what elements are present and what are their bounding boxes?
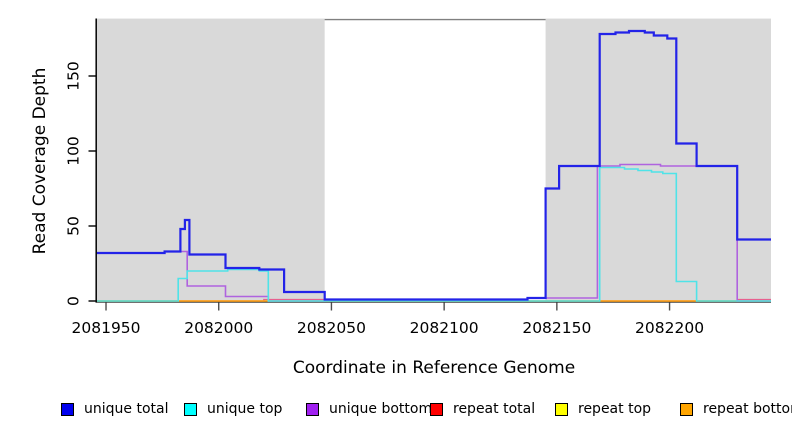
coverage-chart: 0 50 100 150 2081950 2082000 2082050 2082100 208…	[65, 18, 771, 337]
series-unique-total	[97, 29, 771, 301]
legend-swatch-repeat-total	[430, 402, 443, 416]
legend-swatch-unique-total	[61, 402, 74, 416]
x-axis-title: Coordinate in Reference Genome	[292, 358, 576, 378]
y-tick-label: 100	[65, 136, 83, 166]
x-tick-label: 2082100	[410, 319, 479, 337]
legend-item-unique-bottom: unique bottom	[306, 398, 432, 420]
shaded-region-1	[545, 19, 771, 303]
legend-swatch-unique-bottom	[306, 402, 319, 416]
x-tick-label: 2081950	[72, 319, 141, 337]
legend-label: unique top	[207, 401, 283, 417]
legend-label: repeat total	[453, 401, 536, 417]
legend-item-unique-top: unique top	[184, 398, 282, 420]
legend-item-repeat-bottom: repeat bottom	[680, 398, 792, 420]
legend-item-unique-total: unique total	[61, 398, 168, 420]
x-tick-label: 2082150	[522, 319, 591, 337]
legend-swatch-repeat-top	[555, 402, 568, 416]
y-tick-label: 50	[65, 216, 83, 236]
legend-label: unique bottom	[329, 401, 433, 417]
y-tick-label: 0	[65, 296, 83, 306]
legend-swatch-repeat-bottom	[680, 402, 693, 416]
legend: unique total unique top unique bottom repea…	[0, 398, 792, 422]
x-tick-label: 2082200	[635, 319, 704, 337]
x-tick-label: 2082050	[297, 319, 366, 337]
shaded-region-0	[97, 19, 325, 303]
legend-swatch-unique-top	[184, 402, 197, 416]
legend-label: repeat bottom	[703, 401, 792, 417]
x-tick-label: 2082000	[184, 319, 253, 337]
legend-item-repeat-total: repeat total	[430, 398, 535, 420]
y-axis-title: Read Coverage Depth	[30, 67, 50, 255]
legend-label: unique total	[84, 401, 169, 417]
series-unique-top	[97, 166, 771, 302]
legend-label: repeat top	[578, 401, 652, 417]
legend-item-repeat-top: repeat top	[555, 398, 651, 420]
y-tick-label: 150	[65, 61, 83, 91]
